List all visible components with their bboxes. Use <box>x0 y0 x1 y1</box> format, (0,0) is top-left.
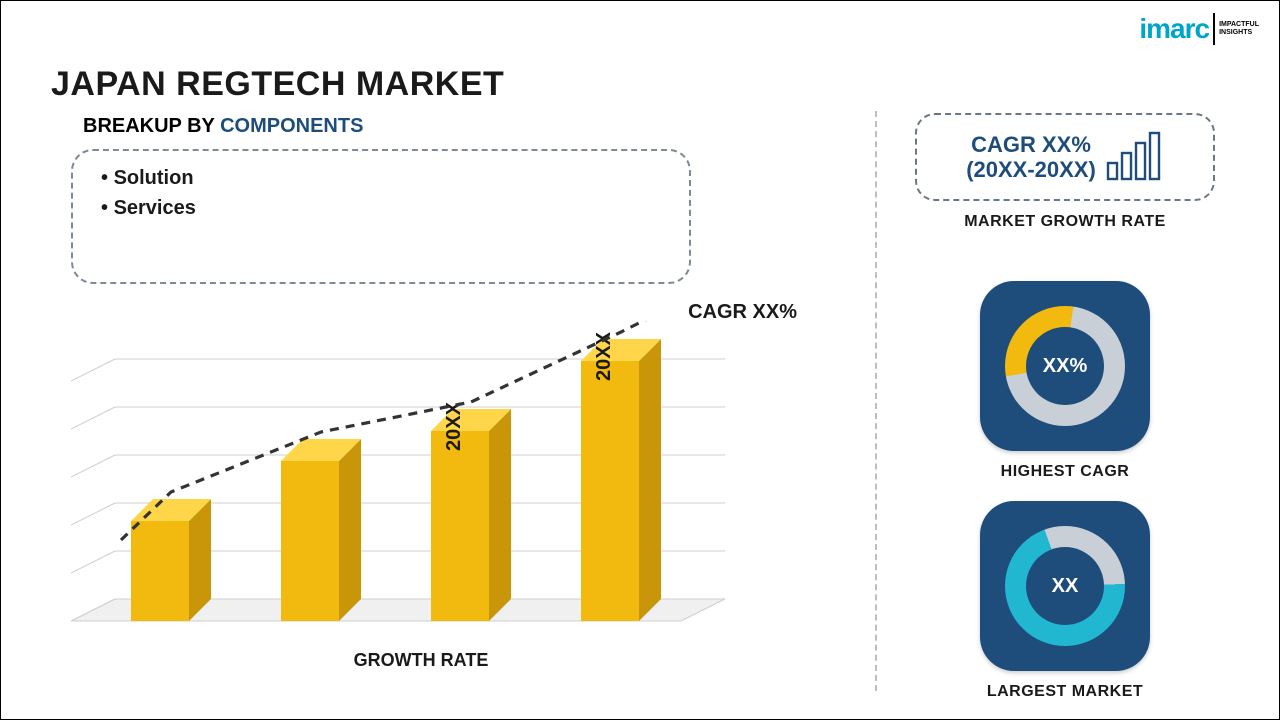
largest-market-card: XX <box>980 501 1150 671</box>
page-title: JAPAN REGTECH MARKET <box>51 65 504 104</box>
highest-cagr-box: XX% HIGHEST CAGR <box>915 281 1215 481</box>
market-growth-rate-box: CAGR XX% (20XX-20XX) MARKET GROWTH RATE <box>915 113 1215 231</box>
component-item: • Services <box>101 193 661 223</box>
highest-cagr-card: XX% <box>980 281 1150 451</box>
largest-market-value: XX <box>1026 547 1104 625</box>
highest-cagr-caption: HIGHEST CAGR <box>915 463 1215 481</box>
largest-market-donut: XX <box>1005 526 1125 646</box>
mgr-frame: CAGR XX% (20XX-20XX) <box>915 113 1215 201</box>
mgr-line1: CAGR XX% <box>966 132 1096 157</box>
mgr-line2: (20XX-20XX) <box>966 157 1096 182</box>
logo-tagline-line2: INSIGHTS <box>1219 29 1252 36</box>
breakup-heading: BREAKUP BY COMPONENTS <box>83 115 363 138</box>
growth-rate-chart: CAGR XX% 20XX20XX GROWTH RATE <box>41 301 801 681</box>
breakup-prefix: BREAKUP BY <box>83 115 220 137</box>
logo-tagline-line1: IMPACTFUL <box>1219 21 1259 28</box>
breakup-accent: COMPONENTS <box>220 115 363 137</box>
component-item: • Solution <box>101 163 661 193</box>
bar-icon <box>1102 129 1164 185</box>
brand-logo: imarc IMPACTFUL INSIGHTS <box>1139 13 1259 45</box>
mgr-text: CAGR XX% (20XX-20XX) <box>966 132 1096 183</box>
highest-cagr-donut: XX% <box>1005 306 1125 426</box>
logo-tagline: IMPACTFUL INSIGHTS <box>1219 21 1259 36</box>
bar-chart-3d: 20XX20XX <box>71 321 741 621</box>
svg-text:20XX: 20XX <box>443 401 465 451</box>
logo-brand-text: imarc <box>1139 13 1209 45</box>
bar-chart-svg: 20XX20XX <box>71 321 741 641</box>
largest-market-caption: LARGEST MARKET <box>915 683 1215 701</box>
logo-divider <box>1213 13 1215 45</box>
chart-x-label: GROWTH RATE <box>41 650 801 671</box>
mgr-caption: MARKET GROWTH RATE <box>915 213 1215 231</box>
highest-cagr-value: XX% <box>1026 327 1104 405</box>
component-item-label: Services <box>114 197 196 219</box>
component-item-label: Solution <box>114 167 194 189</box>
vertical-divider <box>875 111 877 691</box>
components-box: • Solution • Services <box>71 149 691 284</box>
largest-market-box: XX LARGEST MARKET <box>915 501 1215 701</box>
